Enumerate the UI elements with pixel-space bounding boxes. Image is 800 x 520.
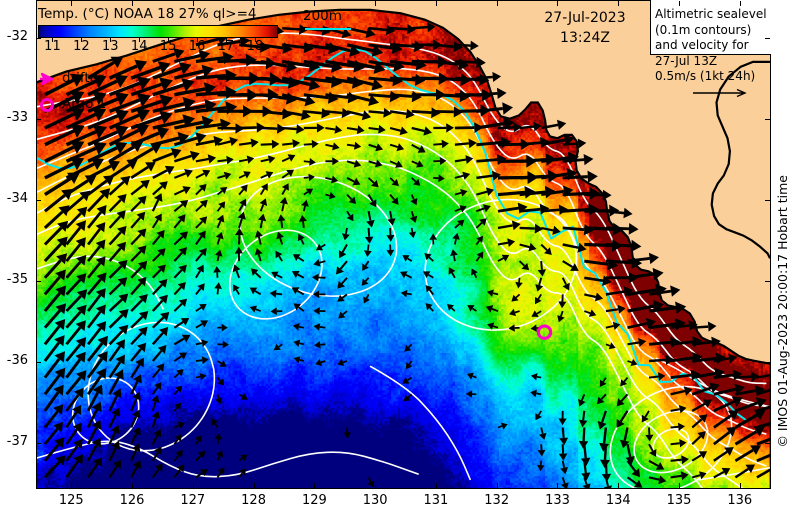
infobox-line-1: (0.1m contours) xyxy=(655,23,800,39)
x-axis-tick-top xyxy=(739,1,741,6)
x-axis-tick-label: 126 xyxy=(102,493,162,508)
colorbar-tick-label: 13 xyxy=(90,39,130,54)
colorbar-tick xyxy=(168,38,170,42)
y-axis-tick-right xyxy=(765,37,770,39)
colorbar-tick xyxy=(225,38,227,42)
y-axis-tick-label: -36 xyxy=(0,353,28,368)
y-axis-tick xyxy=(36,118,41,120)
x-axis-tick xyxy=(132,483,134,488)
velocity-vector-layer xyxy=(43,22,770,488)
colorbar-gradient xyxy=(38,25,278,38)
bathymetry-legend-line xyxy=(305,28,351,30)
x-axis-tick xyxy=(192,483,194,488)
x-axis-tick xyxy=(71,483,73,488)
x-axis-tick-top xyxy=(618,1,620,6)
colorbar-tick xyxy=(197,38,199,42)
y-axis-tick-right xyxy=(765,362,770,364)
y-axis-tick-label: -37 xyxy=(0,434,28,449)
colorbar xyxy=(38,25,278,38)
x-axis-tick xyxy=(496,483,498,488)
magenta-circle-icon xyxy=(40,98,54,112)
colorbar-tick-label: 14 xyxy=(119,39,159,54)
x-axis-tick-top xyxy=(71,1,73,6)
y-axis-tick xyxy=(36,281,41,283)
y-axis-tick-label: -35 xyxy=(0,272,28,287)
x-axis-tick-label: 130 xyxy=(345,493,405,508)
x-axis-tick-top xyxy=(375,1,377,6)
x-axis-tick-label: 128 xyxy=(224,493,284,508)
colorbar-tick xyxy=(110,38,112,42)
y-axis-tick-label: -33 xyxy=(0,110,28,125)
infobox-line-2: and velocity for xyxy=(655,38,800,54)
y-axis-tick-right xyxy=(765,281,770,283)
x-axis-tick xyxy=(314,483,316,488)
colorbar-tick-label: 11 xyxy=(32,39,72,54)
y-axis-tick xyxy=(36,37,41,39)
altimetry-infobox-text: Altimetric sealevel (0.1m contours) and … xyxy=(655,7,800,85)
sst-time: 13:24Z xyxy=(520,28,650,48)
x-axis-tick-label: 136 xyxy=(710,493,770,508)
colorbar-tick xyxy=(81,38,83,42)
y-axis-tick-label: -32 xyxy=(0,29,28,44)
argo-marker-layer[interactable] xyxy=(37,1,770,488)
y-axis-tick xyxy=(36,443,41,445)
imos-credit: © IMOS 01-Aug-2023 20:00:17 Hobart time xyxy=(775,175,790,448)
x-axis-tick-top xyxy=(496,1,498,6)
velocity-scale-arrow-icon xyxy=(693,88,747,98)
x-axis-tick-top xyxy=(192,1,194,6)
x-axis-tick-top xyxy=(132,1,134,6)
y-axis-tick-right xyxy=(765,199,770,201)
legend-drifter-label: drifter xyxy=(62,70,104,86)
x-axis-tick-label: 133 xyxy=(527,493,587,508)
x-axis-tick-top xyxy=(679,1,681,6)
y-axis-tick xyxy=(36,199,41,201)
x-axis-tick xyxy=(435,483,437,488)
colorbar-tick-label: 18 xyxy=(235,39,275,54)
x-axis-tick-label: 127 xyxy=(163,493,223,508)
altimetry-infobox xyxy=(650,0,771,55)
infobox-line-0: Altimetric sealevel xyxy=(655,7,800,23)
sst-timestamp: 27-Jul-2023 13:24Z xyxy=(520,8,650,48)
x-axis-tick-top xyxy=(557,1,559,6)
drifter-arrow-icon xyxy=(40,72,54,86)
x-axis-tick xyxy=(253,483,255,488)
infobox-line-4: 0.5m/s (1kt 24h) xyxy=(655,69,800,85)
x-axis-tick-label: 134 xyxy=(588,493,648,508)
x-axis-tick-top xyxy=(314,1,316,6)
y-axis-tick-right xyxy=(765,118,770,120)
legend-argo-label: Argo 1 xyxy=(62,96,106,112)
x-axis-tick-label: 129 xyxy=(284,493,344,508)
sst-date: 27-Jul-2023 xyxy=(520,8,650,28)
colorbar-tick xyxy=(139,38,141,42)
x-axis-tick-label: 132 xyxy=(467,493,527,508)
y-axis-tick xyxy=(36,362,41,364)
x-axis-tick xyxy=(618,483,620,488)
map-canvas[interactable] xyxy=(36,0,771,489)
colorbar-title: Temp. (°C) NOAA 18 27% ql>=4 xyxy=(38,6,298,22)
x-axis-tick-label: 131 xyxy=(406,493,466,508)
colorbar-tick-label: 15 xyxy=(148,39,188,54)
colorbar-tick-label: 17 xyxy=(206,39,246,54)
x-axis-tick xyxy=(739,483,741,488)
infobox-line-3: 27-Jul 13Z xyxy=(655,54,800,70)
x-axis-tick xyxy=(557,483,559,488)
x-axis-tick-top xyxy=(435,1,437,6)
x-axis-tick xyxy=(375,483,377,488)
x-axis-tick-top xyxy=(253,1,255,6)
bathymetry-label: 200m xyxy=(303,8,342,24)
colorbar-tick-label: 12 xyxy=(61,39,101,54)
x-axis-tick xyxy=(679,483,681,488)
x-axis-tick-label: 135 xyxy=(649,493,709,508)
colorbar-tick xyxy=(254,38,256,42)
x-axis-tick-label: 125 xyxy=(41,493,101,508)
y-axis-tick-label: -34 xyxy=(0,191,28,206)
y-axis-tick-right xyxy=(765,443,770,445)
colorbar-tick-label: 16 xyxy=(177,39,217,54)
colorbar-tick xyxy=(52,38,54,42)
